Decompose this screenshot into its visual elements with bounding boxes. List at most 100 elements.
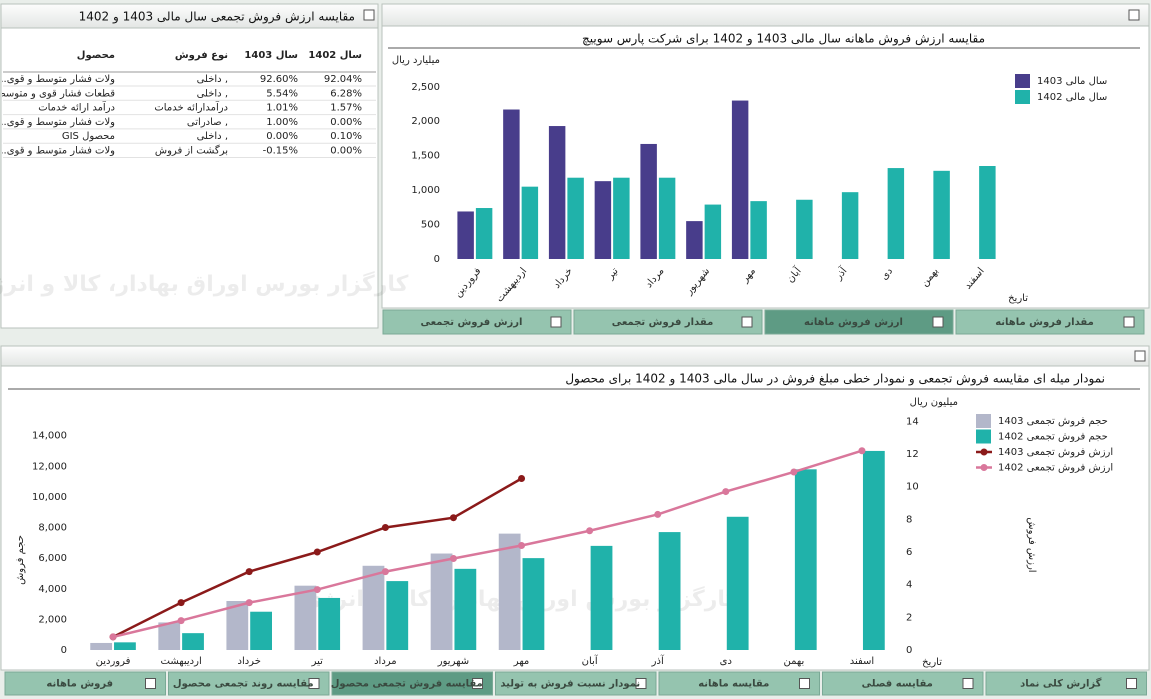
tab-label[interactable]: گزارش کلی نماد	[1020, 677, 1102, 690]
x-tick-label: فروردین	[96, 656, 131, 667]
tab-icon[interactable]	[932, 316, 944, 328]
tab[interactable]	[764, 309, 954, 335]
bar	[294, 585, 317, 650]
tab[interactable]	[495, 671, 657, 696]
maximize-icon[interactable]	[1134, 350, 1146, 362]
tab[interactable]	[985, 671, 1147, 696]
tab[interactable]	[331, 671, 493, 696]
x-axis-label: تاریخ	[1008, 293, 1028, 304]
point	[177, 617, 185, 625]
legend-swatch	[1015, 90, 1030, 104]
point	[245, 599, 253, 607]
y-tick-label: 2,000	[411, 116, 440, 127]
y-tick-label: 12	[906, 449, 919, 460]
tab-label[interactable]: ارزش فروش تجمعی	[421, 317, 523, 328]
bar	[796, 199, 813, 259]
legend-label: سال مالی 1403	[1037, 76, 1107, 87]
tab-label[interactable]: مقایسه فصلی	[862, 679, 933, 690]
table-title: مقایسه ارزش فروش تجمعی سال مالی 1403 و 1…	[79, 10, 355, 25]
x-tick-label: اردیبهشت	[161, 656, 202, 667]
bar	[640, 143, 657, 259]
tab-icon[interactable]	[962, 678, 974, 689]
y-axis-label: میلیارد ریال	[392, 55, 440, 66]
panel-header	[0, 3, 379, 29]
tab-label[interactable]: فروش ماهانه	[46, 679, 113, 690]
tab-label[interactable]: مقایسه ماهانه	[698, 679, 769, 690]
tab-label[interactable]: مقدار فروش ماهانه	[995, 317, 1094, 328]
y-axis-label: حجم فروش	[15, 535, 26, 585]
bar	[567, 177, 584, 259]
bar	[182, 633, 204, 650]
bar	[594, 181, 612, 259]
y-tick-label: 14,000	[32, 431, 67, 442]
tab-icon[interactable]	[550, 316, 562, 328]
tab-icon[interactable]	[472, 678, 483, 689]
bar	[503, 109, 520, 259]
tab-label[interactable]: مقدار فروش تجمعی	[612, 317, 714, 328]
bar	[613, 177, 630, 259]
bar	[686, 221, 703, 259]
point	[790, 468, 798, 476]
y-tick-label: 6	[906, 547, 912, 558]
tab-icon[interactable]	[1123, 316, 1135, 328]
y-tick-label: 0	[61, 645, 67, 656]
table-cell: داخلی ,	[197, 131, 228, 142]
y-tick-label: 0	[906, 645, 912, 656]
legend-label: حجم فروش تجمعی 1403	[998, 416, 1108, 427]
y-tick-label: 8	[906, 514, 912, 525]
tab-icon[interactable]	[308, 678, 320, 689]
tab[interactable]	[955, 309, 1145, 335]
tab-icon[interactable]	[741, 316, 753, 328]
tab-icon[interactable]	[635, 678, 647, 689]
point	[313, 548, 321, 556]
tab-icon[interactable]	[799, 678, 810, 689]
x-tick-label: شهریور	[437, 656, 469, 667]
table-cell: درآمد ارائه خدمات	[38, 101, 115, 114]
legend-label: ارزش فروش تجمعی 1403	[998, 447, 1113, 458]
tab-label[interactable]: ارزش فروش ماهانه	[804, 317, 903, 328]
table-cell: 5.54%	[266, 88, 298, 99]
chart-panel	[381, 3, 1150, 309]
bar	[979, 166, 996, 259]
bar	[430, 553, 453, 650]
legend-swatch	[1015, 74, 1030, 88]
tab-icon[interactable]	[1126, 678, 1137, 689]
table-cell: 1.01%	[266, 103, 298, 114]
x-tick-label: خرداد	[238, 656, 261, 667]
x-tick-label: مرداد	[374, 656, 397, 667]
y-tick-label: 1,500	[411, 151, 440, 162]
tab[interactable]	[573, 309, 763, 335]
tab[interactable]	[4, 671, 166, 696]
point	[586, 527, 594, 535]
x-tick-label: آبان	[582, 654, 599, 667]
table-cell: درآمدارائه خدمات	[154, 101, 228, 114]
bar	[590, 545, 613, 650]
table-panel	[0, 3, 379, 329]
legend-marker	[980, 448, 988, 456]
tab[interactable]	[382, 309, 572, 335]
bar	[158, 622, 181, 650]
table-cell: 0.10%	[330, 131, 362, 142]
table-cell: داخلی ,	[197, 74, 228, 85]
legend-label: حجم فروش تجمعی 1402	[998, 432, 1108, 443]
legend-label: ارزش فروش تجمعی 1402	[998, 463, 1113, 474]
tab-label[interactable]: مقایسه فروش تجمعی محصول	[331, 679, 483, 690]
panel-header	[381, 3, 1150, 27]
maximize-icon[interactable]	[363, 9, 375, 21]
tab-icon[interactable]	[145, 678, 156, 689]
table-cell: ...ولات فشار متوسط و قوی	[0, 74, 115, 85]
chart-title: مقایسه ارزش فروش ماهانه سال مالی 1403 و …	[582, 32, 985, 47]
panel-header	[0, 345, 1150, 367]
bar	[658, 177, 676, 259]
tab[interactable]	[822, 671, 984, 696]
tab[interactable]	[168, 671, 330, 696]
maximize-icon[interactable]	[1128, 9, 1140, 21]
bar	[731, 100, 749, 259]
table-cell: -0.15%	[263, 146, 298, 157]
y-tick-label: 500	[421, 220, 440, 231]
tab-label[interactable]: نمودار نسبت فروش به تولید	[500, 679, 640, 690]
tab-label[interactable]: مقایسه روند تجمعی محصول	[173, 679, 314, 690]
x-tick-label: آذر	[651, 654, 665, 667]
tab[interactable]	[658, 671, 820, 696]
